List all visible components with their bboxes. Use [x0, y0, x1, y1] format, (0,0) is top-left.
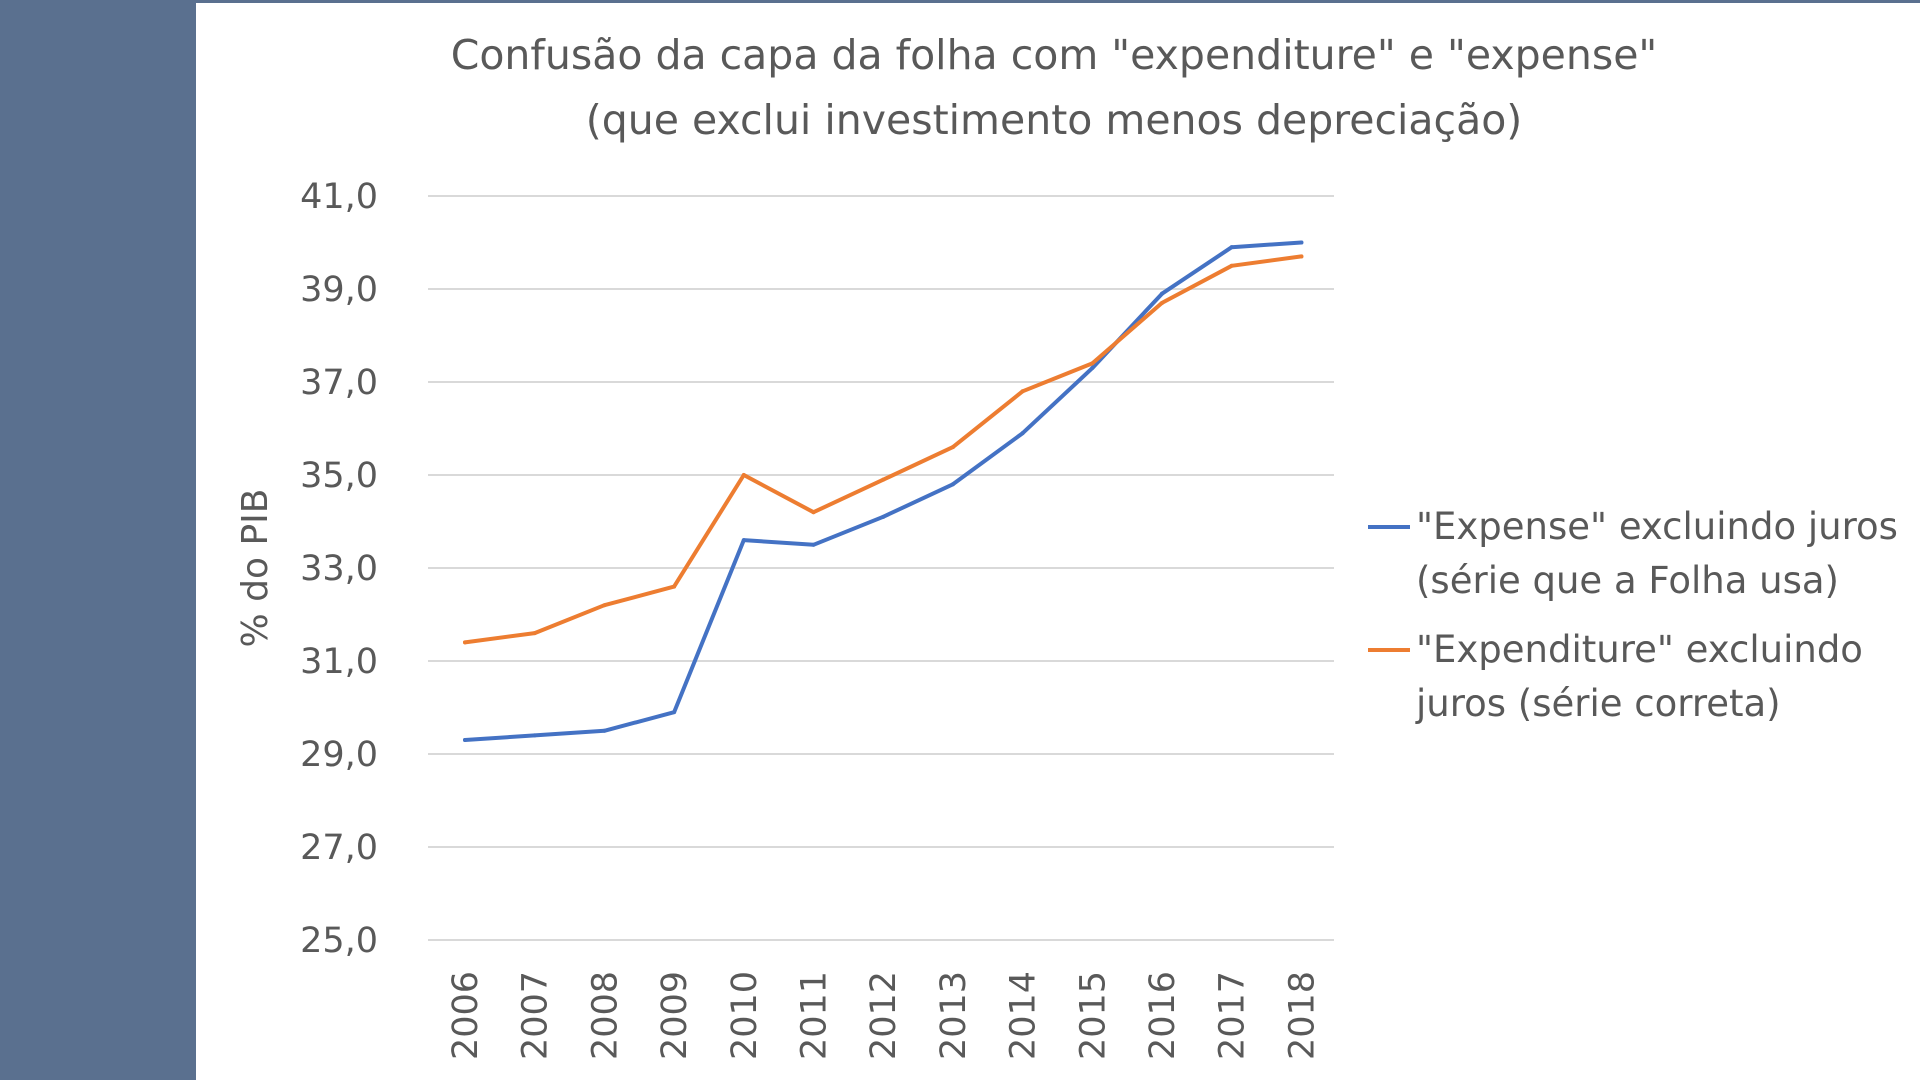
- data-point: [672, 710, 677, 715]
- x-tick-label: 2011: [795, 971, 835, 1060]
- series-line-expense: [463, 240, 1304, 742]
- x-tick-label: 2014: [1004, 971, 1044, 1060]
- x-tick-label: 2007: [516, 971, 556, 1060]
- series-line-expenditure: [463, 254, 1304, 645]
- data-point: [950, 445, 955, 450]
- data-point: [463, 640, 467, 645]
- data-point: [463, 738, 467, 743]
- y-tick-label: 35,0: [300, 456, 378, 496]
- data-point: [1020, 389, 1025, 394]
- data-point: [741, 538, 746, 543]
- y-tick-label: 37,0: [300, 363, 378, 403]
- data-point: [741, 473, 746, 477]
- x-tick-label: 2006: [446, 971, 486, 1060]
- data-point: [1229, 245, 1234, 250]
- gridlines: [428, 195, 1334, 941]
- x-tick-label: 2009: [655, 971, 695, 1060]
- chart-title-line-1: Confusão da capa da folha com "expenditu…: [451, 31, 1658, 79]
- data-point: [1229, 263, 1234, 268]
- x-tick-label: 2017: [1213, 971, 1253, 1060]
- x-tick-label: 2018: [1282, 971, 1322, 1060]
- data-point: [811, 510, 816, 515]
- data-point: [1299, 240, 1304, 245]
- data-point: [532, 733, 537, 738]
- x-tick-label: 2016: [1143, 971, 1183, 1060]
- data-point: [672, 584, 677, 589]
- x-tick-label: 2015: [1073, 971, 1113, 1060]
- top-border-line: [196, 0, 1920, 3]
- data-point: [811, 542, 816, 547]
- left-border-band: [0, 0, 196, 1080]
- y-tick-label: 25,0: [300, 921, 378, 961]
- y-tick-label: 41,0: [300, 177, 378, 217]
- data-point: [1160, 291, 1164, 296]
- chart-title-line-2: (que exclui investimento menos depreciaç…: [586, 96, 1523, 144]
- y-axis-label: % do PIB: [235, 489, 276, 648]
- data-point: [1020, 431, 1025, 436]
- data-point: [1090, 366, 1095, 371]
- x-tick-label: 2008: [585, 971, 625, 1060]
- y-tick-label: 31,0: [300, 642, 378, 682]
- y-tick-label: 27,0: [300, 828, 378, 868]
- data-point: [1090, 361, 1095, 366]
- data-point: [532, 631, 537, 636]
- x-axis-tick-labels: 2006 2007 2008 2009 2010 2011 2012 2013 2014 2015…: [446, 971, 1322, 1060]
- legend-label-expenditure-line-1: "Expenditure" excluindo: [1416, 628, 1863, 671]
- data-point: [1160, 300, 1164, 305]
- legend-label-expenditure-line-2: juros (série correta): [1415, 682, 1781, 725]
- data-point: [602, 603, 607, 608]
- legend: "Expense" excluindo juros (série que a F…: [1368, 505, 1898, 725]
- data-series: [463, 240, 1304, 743]
- y-tick-label: 29,0: [300, 735, 378, 775]
- y-tick-label: 33,0: [300, 549, 378, 589]
- data-point: [1299, 254, 1304, 259]
- x-tick-label: 2010: [725, 971, 765, 1060]
- x-tick-label: 2013: [934, 971, 974, 1060]
- data-point: [950, 482, 955, 487]
- legend-label-expense-line-2: (série que a Folha usa): [1416, 559, 1839, 602]
- x-tick-label: 2012: [864, 971, 904, 1060]
- data-point: [881, 514, 886, 519]
- data-point: [881, 477, 886, 482]
- y-axis-tick-labels: 25,0 27,0 29,0 31,0 33,0 35,0 37,0 39,0 41,0: [300, 177, 378, 961]
- y-tick-label: 39,0: [300, 270, 378, 310]
- legend-label-expense-line-1: "Expense" excluindo juros: [1416, 505, 1898, 548]
- data-point: [602, 728, 607, 733]
